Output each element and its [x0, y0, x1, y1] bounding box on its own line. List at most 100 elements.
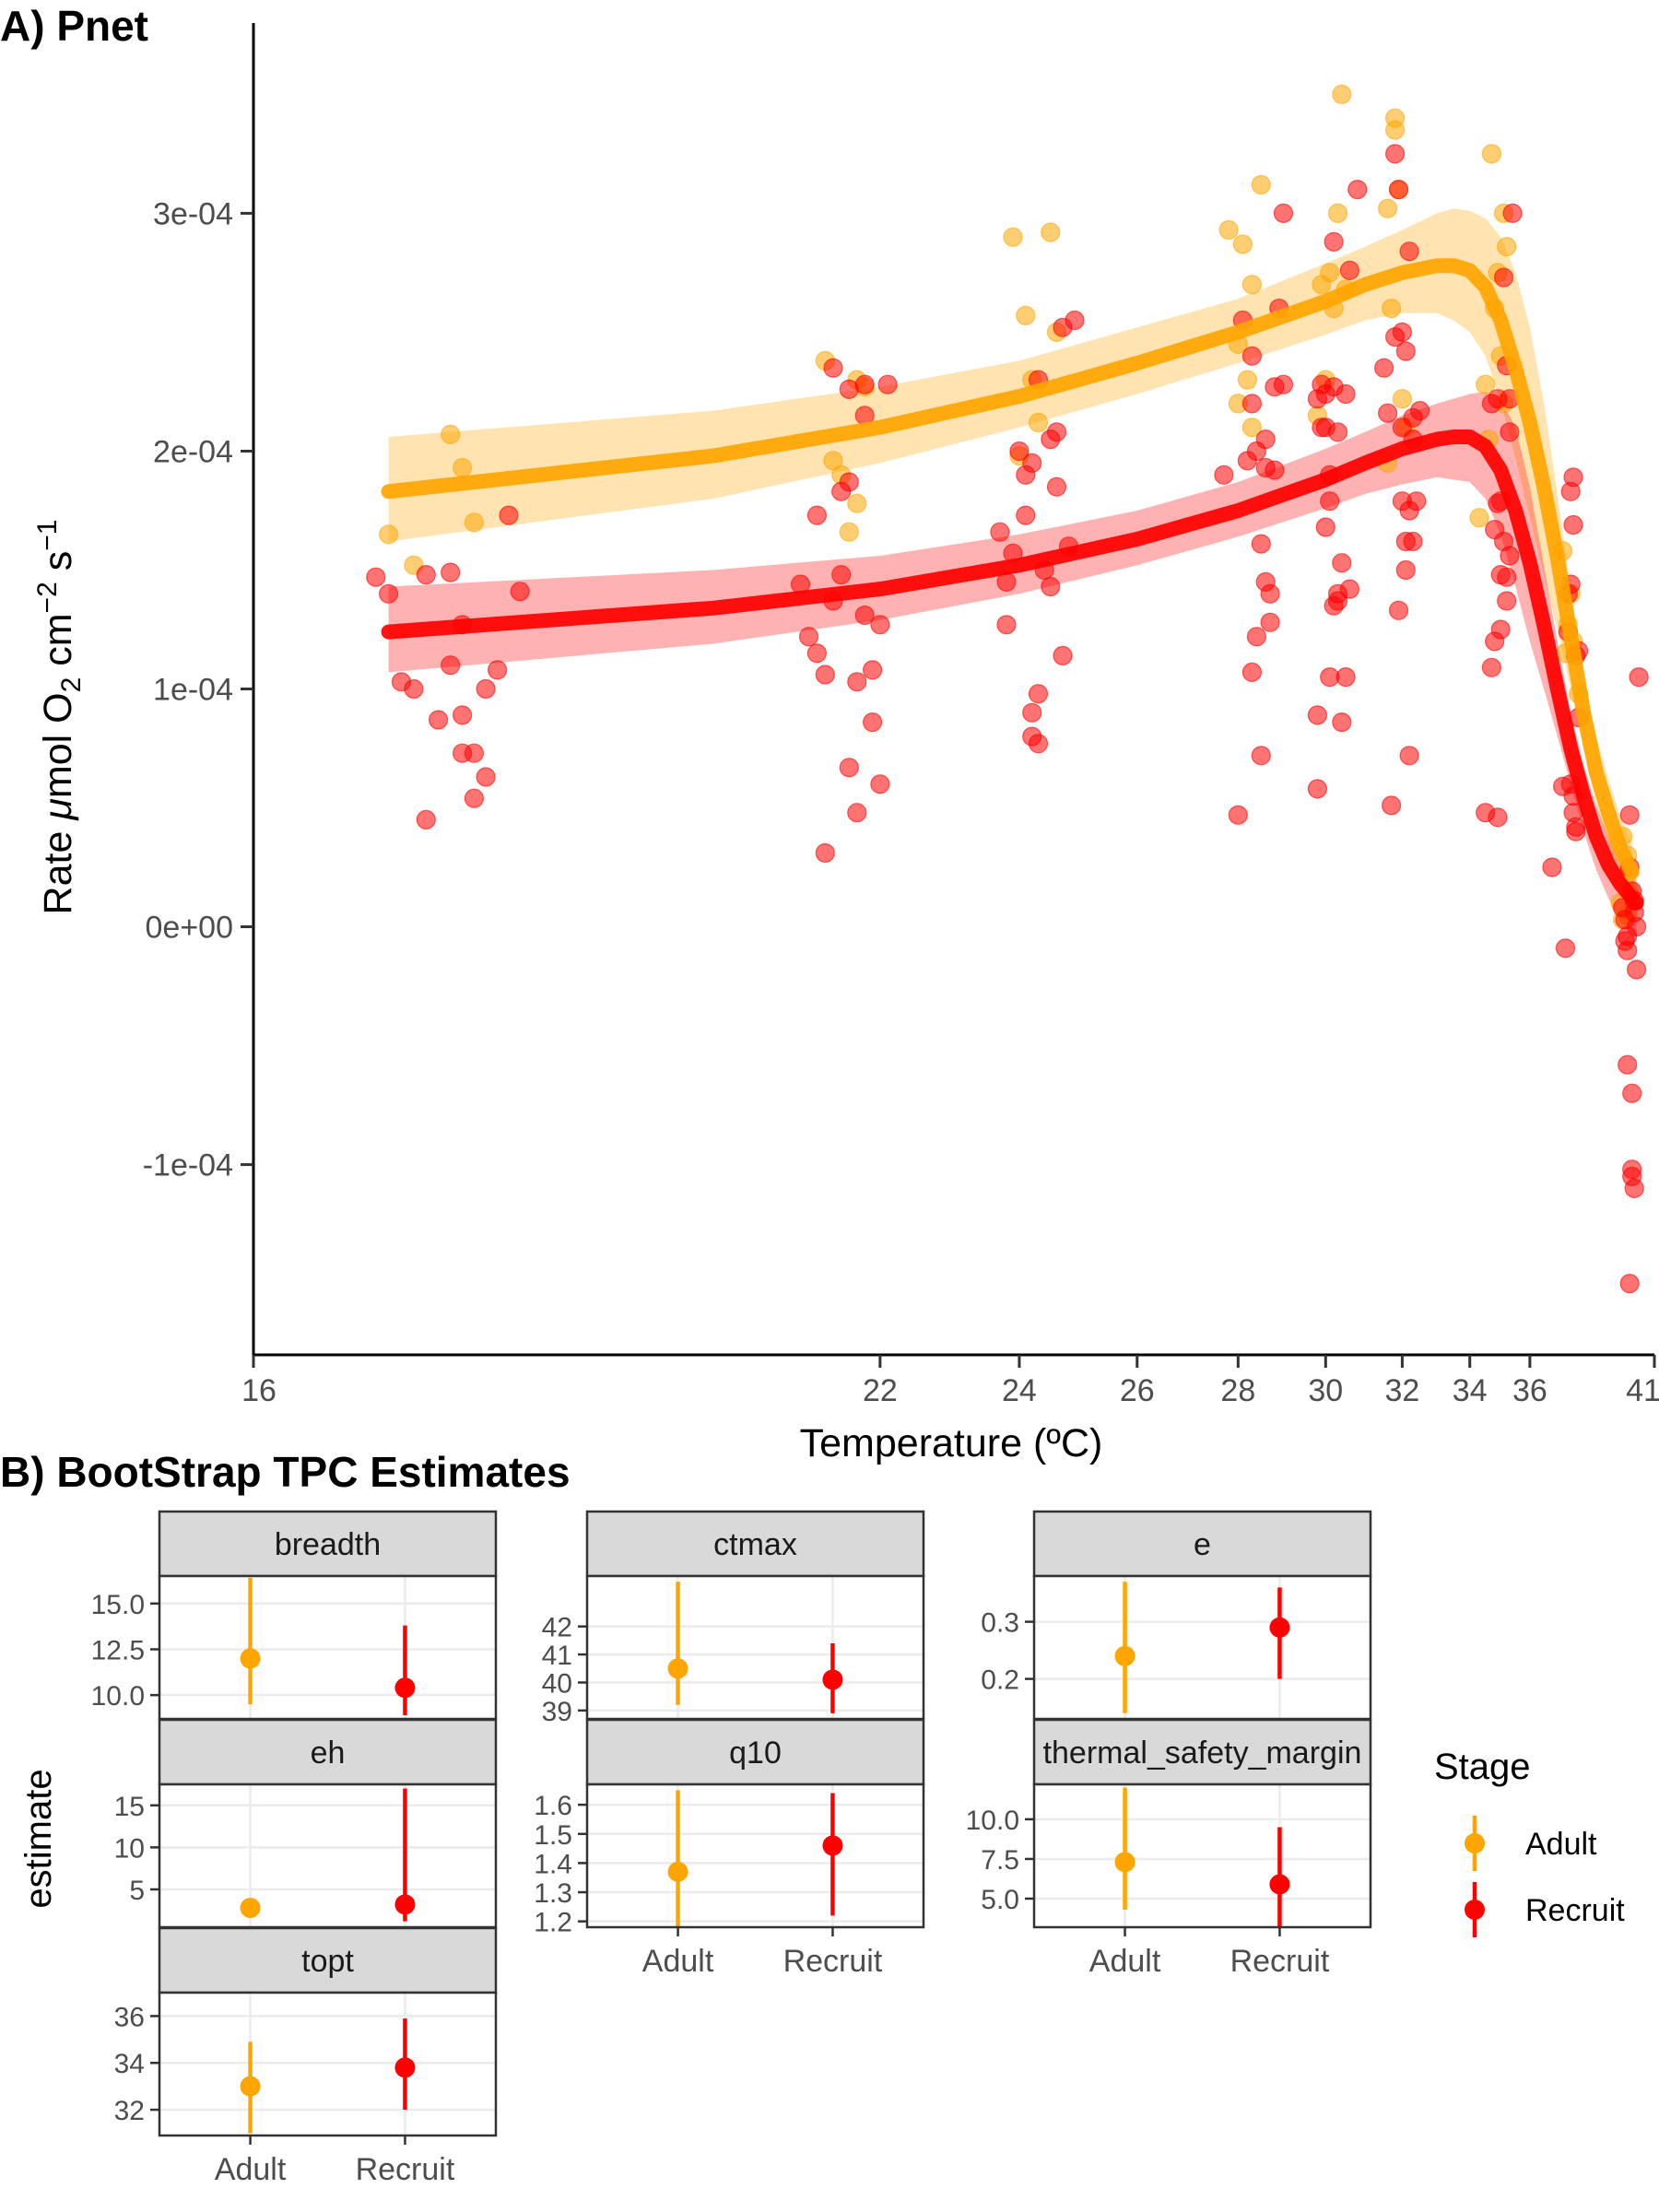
data-point-recruit — [1500, 422, 1520, 442]
facet-strip — [1032, 1718, 1372, 1786]
data-point-recruit — [1046, 477, 1067, 497]
data-point-recruit — [1246, 627, 1267, 647]
data-point-adult — [1377, 198, 1398, 218]
y-tick-label: 0.3 — [981, 1608, 1019, 1639]
data-point-recruit — [831, 564, 852, 585]
data-point-recruit — [1563, 514, 1583, 535]
data-point-recruit — [839, 472, 859, 492]
data-point-recruit — [823, 358, 843, 378]
data-point-recruit — [847, 672, 867, 692]
data-point-recruit — [1315, 517, 1335, 537]
panel-b-title: B) BootStrap TPC Estimates — [0, 1448, 571, 1496]
data-point-recruit — [1555, 938, 1576, 959]
legend-title: Stage — [1434, 1747, 1531, 1787]
x-tick-label: Recruit — [1230, 1944, 1330, 1979]
data-point-recruit — [1347, 180, 1368, 200]
data-point-adult — [1332, 84, 1352, 105]
legend-label: Recruit — [1525, 1893, 1625, 1928]
panel-a-y-axis-title: Rate μmol O2 cm−2 s−1 — [32, 520, 87, 915]
data-point-adult — [1320, 263, 1340, 283]
fit-line-recruit — [381, 429, 1644, 911]
facet-strip-label: thermal_safety_margin — [1043, 1735, 1362, 1771]
facet-panel — [587, 1784, 924, 1927]
facet-panel — [1034, 1576, 1371, 1719]
data-point-recruit — [1624, 1178, 1644, 1199]
data-point-recruit — [1395, 341, 1416, 361]
x-tick-label: 28 — [1220, 1373, 1255, 1408]
data-point-recruit — [1241, 662, 1263, 683]
data-point-recruit — [1260, 583, 1280, 604]
data-point-recruit — [862, 660, 883, 680]
data-point-recruit — [487, 660, 508, 680]
data-point-recruit — [1335, 666, 1356, 688]
estimate-point-recruit — [394, 2057, 416, 2078]
facet-panel — [587, 1576, 924, 1719]
data-point-recruit — [1381, 795, 1402, 816]
data-point-adult — [1469, 508, 1489, 528]
data-point-recruit — [1009, 441, 1030, 462]
legend-item-adult: Adult — [1465, 1816, 1597, 1871]
y-tick-label: -1e-04 — [143, 1148, 233, 1183]
data-point-recruit — [441, 655, 461, 676]
data-point-adult — [441, 424, 461, 444]
facet-strip-label: topt — [301, 1944, 354, 1979]
data-point-adult — [1041, 222, 1061, 242]
data-point-recruit — [476, 678, 496, 700]
data-point-recruit — [1497, 567, 1517, 587]
y-tick-label: 39 — [542, 1697, 572, 1727]
data-point-recruit — [1488, 807, 1508, 828]
data-point-recruit — [1481, 657, 1502, 677]
x-tick-label: 26 — [1120, 1373, 1155, 1408]
data-point-recruit — [1622, 1083, 1642, 1103]
data-point-recruit — [1028, 684, 1049, 704]
data-point-adult — [1028, 412, 1049, 433]
facet-strip — [585, 1718, 925, 1786]
facet-thermal-safety-margin: thermal_safety_margin 5.0 7.5 10.0 Adult Recr… — [966, 1718, 1372, 1979]
data-point-recruit — [847, 803, 867, 823]
data-point-recruit — [854, 605, 875, 626]
legend-item-recruit: Recruit — [1465, 1882, 1625, 1937]
data-point-adult — [1497, 237, 1517, 257]
data-point-adult — [1003, 227, 1023, 247]
y-tick-label: 1.4 — [534, 1849, 572, 1879]
y-tick-label: 34 — [114, 2049, 145, 2079]
y-tick-label: 15 — [114, 1792, 145, 1822]
data-point-recruit — [499, 505, 519, 525]
data-point-recruit — [1502, 203, 1523, 223]
data-point-recruit — [870, 615, 890, 635]
data-point-recruit — [429, 710, 449, 730]
estimate-point-adult — [1114, 1645, 1135, 1666]
x-tick-label: Adult — [215, 2152, 287, 2187]
facet-panel — [159, 1576, 496, 1719]
x-tick-label: 22 — [863, 1373, 898, 1408]
facet-border — [1032, 1783, 1372, 1929]
estimate-point-recruit — [822, 1669, 843, 1690]
facet-q10: q10 1.21.31.41.51.6 Adult Recruit — [534, 1718, 925, 1979]
estimate-point-adult — [1114, 1852, 1135, 1873]
data-point-adult — [1327, 203, 1348, 223]
x-tick-label: 16 — [241, 1373, 276, 1408]
facet-strip — [1032, 1510, 1372, 1578]
data-point-recruit — [1373, 358, 1394, 378]
data-point-recruit — [1629, 666, 1649, 688]
data-point-recruit — [1315, 418, 1335, 438]
facet-border — [585, 1783, 925, 1929]
y-tick-label: 0e+00 — [146, 911, 234, 946]
data-point-recruit — [416, 564, 436, 585]
stage-legend: Stage Adult Recruit — [1434, 1747, 1625, 1937]
legend-key-point — [1465, 1900, 1485, 1920]
facet-strip-label: eh — [311, 1735, 346, 1771]
panel-b-facets: breadth10.012.515.0ctmax39404142e0.20.3e… — [91, 1510, 1372, 2187]
facet-eh: eh 5 10 15 — [114, 1718, 498, 1929]
data-point-recruit — [862, 712, 883, 733]
data-point-recruit — [1041, 576, 1061, 597]
y-tick-label: 1.5 — [534, 1820, 572, 1851]
y-tick-label: 41 — [542, 1641, 572, 1671]
legend-items: Adult Recruit — [1465, 1816, 1625, 1937]
data-point-adult — [1481, 144, 1502, 164]
estimate-point-recruit — [394, 1677, 416, 1699]
data-point-recruit — [1251, 534, 1271, 554]
data-point-recruit — [1493, 267, 1514, 288]
facet-strip-label: q10 — [729, 1735, 782, 1771]
data-point-recruit — [1265, 460, 1285, 480]
